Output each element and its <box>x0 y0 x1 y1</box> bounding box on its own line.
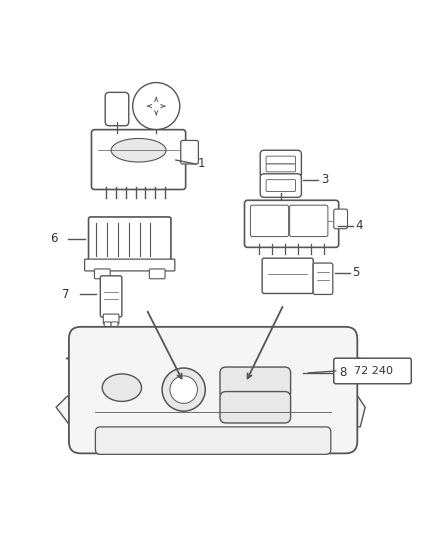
Ellipse shape <box>162 368 205 411</box>
FancyBboxPatch shape <box>290 205 328 237</box>
FancyBboxPatch shape <box>95 269 110 279</box>
Text: 7: 7 <box>62 288 70 301</box>
Text: 72 240: 72 240 <box>353 366 392 376</box>
FancyBboxPatch shape <box>92 130 186 190</box>
FancyBboxPatch shape <box>251 205 289 237</box>
FancyBboxPatch shape <box>149 269 165 279</box>
FancyBboxPatch shape <box>313 263 333 294</box>
FancyBboxPatch shape <box>262 258 313 294</box>
FancyBboxPatch shape <box>85 259 175 271</box>
FancyBboxPatch shape <box>181 140 198 164</box>
Text: 4: 4 <box>355 219 363 232</box>
Text: 1: 1 <box>198 157 205 171</box>
FancyBboxPatch shape <box>69 327 357 454</box>
Text: 6: 6 <box>51 232 58 245</box>
FancyBboxPatch shape <box>100 276 122 317</box>
FancyBboxPatch shape <box>103 314 119 324</box>
FancyBboxPatch shape <box>260 174 301 197</box>
Polygon shape <box>56 358 85 427</box>
Ellipse shape <box>170 376 198 403</box>
FancyBboxPatch shape <box>266 164 296 172</box>
FancyBboxPatch shape <box>104 322 111 330</box>
FancyBboxPatch shape <box>220 367 290 399</box>
FancyBboxPatch shape <box>105 92 129 126</box>
FancyBboxPatch shape <box>266 156 296 164</box>
Text: 8: 8 <box>339 366 347 379</box>
FancyBboxPatch shape <box>244 200 339 247</box>
Text: 5: 5 <box>353 266 360 279</box>
FancyBboxPatch shape <box>334 358 411 384</box>
FancyBboxPatch shape <box>88 217 171 262</box>
FancyBboxPatch shape <box>266 180 296 191</box>
Ellipse shape <box>111 139 166 162</box>
FancyBboxPatch shape <box>111 322 118 330</box>
FancyBboxPatch shape <box>334 209 347 229</box>
Ellipse shape <box>102 374 141 401</box>
FancyBboxPatch shape <box>95 427 331 454</box>
FancyBboxPatch shape <box>220 392 290 423</box>
FancyBboxPatch shape <box>260 150 301 177</box>
Polygon shape <box>341 358 365 427</box>
Text: 3: 3 <box>321 173 328 186</box>
Ellipse shape <box>133 83 180 130</box>
